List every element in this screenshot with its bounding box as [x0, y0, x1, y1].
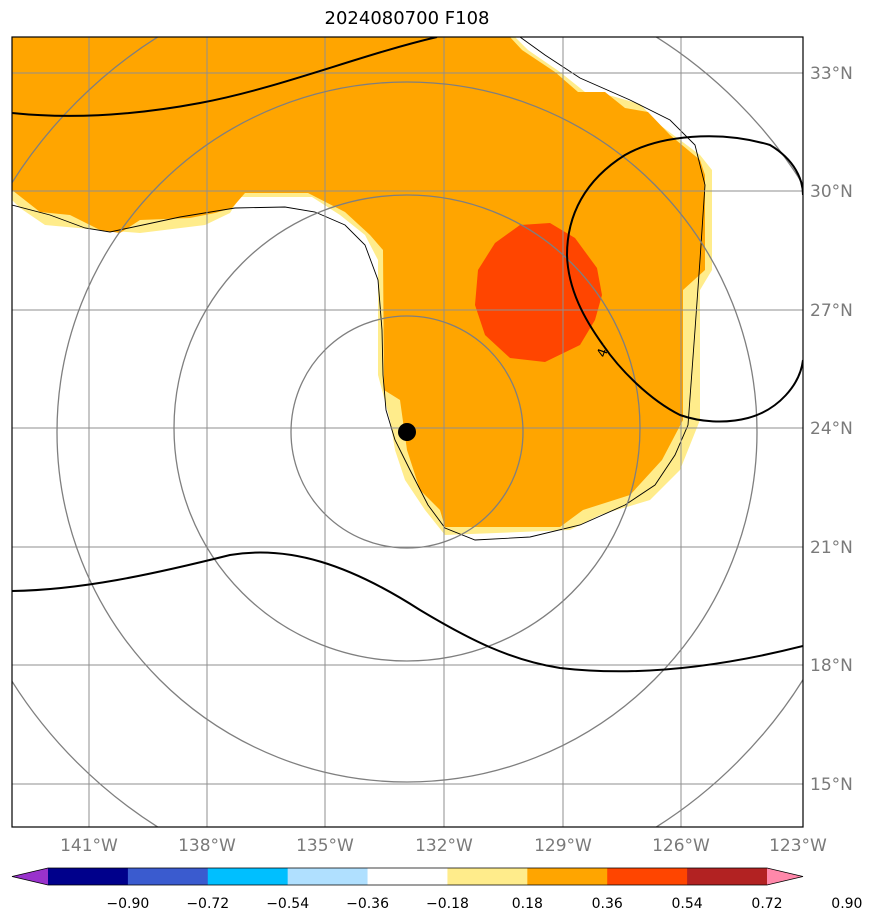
- lat-label: 18°N: [810, 656, 853, 676]
- lon-label: 132°W: [415, 836, 473, 856]
- colorbar: −0.90 −0.72 −0.54 −0.36 −0.18 0.18 0.36 0.54 0.7…: [11, 867, 862, 912]
- lon-label: 126°W: [652, 836, 710, 856]
- lon-label: 138°W: [178, 836, 236, 856]
- thick-contours: [12, 37, 803, 673]
- colorbar-extend-high: [767, 868, 803, 885]
- map-plot-area: 4: [12, 37, 803, 827]
- lat-label: 24°N: [810, 419, 853, 439]
- lon-label: 129°W: [534, 836, 592, 856]
- lat-label: 33°N: [810, 64, 853, 84]
- lon-labels: 141°W 138°W 135°W 132°W 129°W 126°W 123°…: [60, 836, 827, 856]
- lat-label: 27°N: [810, 301, 853, 321]
- storm-center-marker: [398, 423, 416, 441]
- colorbar-tick-label: 0.54: [672, 896, 703, 912]
- map-title: 2024080700 F108: [324, 8, 490, 29]
- colorbar-extend-low: [12, 868, 48, 885]
- colorbar-segment: [127, 868, 209, 885]
- colorbar-tick-label: −0.54: [266, 896, 309, 912]
- colorbar-tick-label: −0.36: [346, 896, 389, 912]
- lat-label: 30°N: [810, 182, 853, 202]
- grid-lines: [12, 37, 803, 827]
- colorbar-segment: [527, 868, 608, 885]
- map-frame: [11, 36, 804, 828]
- colorbar-tick-label: −0.72: [186, 896, 229, 912]
- lon-label: 123°W: [769, 836, 827, 856]
- colorbar-segment: [287, 868, 369, 885]
- colorbar-segment: [607, 868, 688, 885]
- colorbar-segment: [367, 868, 448, 885]
- colorbar-tick-label: −0.18: [426, 896, 469, 912]
- lat-label: 15°N: [810, 775, 853, 795]
- colorbar-tick-label: 0.18: [512, 896, 543, 912]
- colorbar-segment: [48, 868, 129, 885]
- shaded-region-mid: [12, 37, 705, 527]
- lat-labels: 33°N 30°N 27°N 24°N 21°N 18°N 15°N: [810, 64, 853, 795]
- colorbar-segment: [687, 868, 768, 885]
- colorbar-tick-label: −0.90: [106, 896, 149, 912]
- colorbar-outline: [11, 867, 804, 886]
- lon-label: 141°W: [60, 836, 118, 856]
- range-rings: [12, 37, 803, 827]
- lat-label: 21°N: [810, 538, 853, 558]
- shaded-region-high: [475, 223, 602, 362]
- colorbar-segment: [207, 868, 289, 885]
- colorbar-tick-label: 0.36: [592, 896, 623, 912]
- colorbar-segment: [447, 868, 528, 885]
- thin-contour: [12, 37, 706, 541]
- colorbar-tick-label: 0.90: [831, 896, 862, 912]
- colorbar-tick-label: 0.72: [751, 896, 782, 912]
- lon-label: 135°W: [296, 836, 354, 856]
